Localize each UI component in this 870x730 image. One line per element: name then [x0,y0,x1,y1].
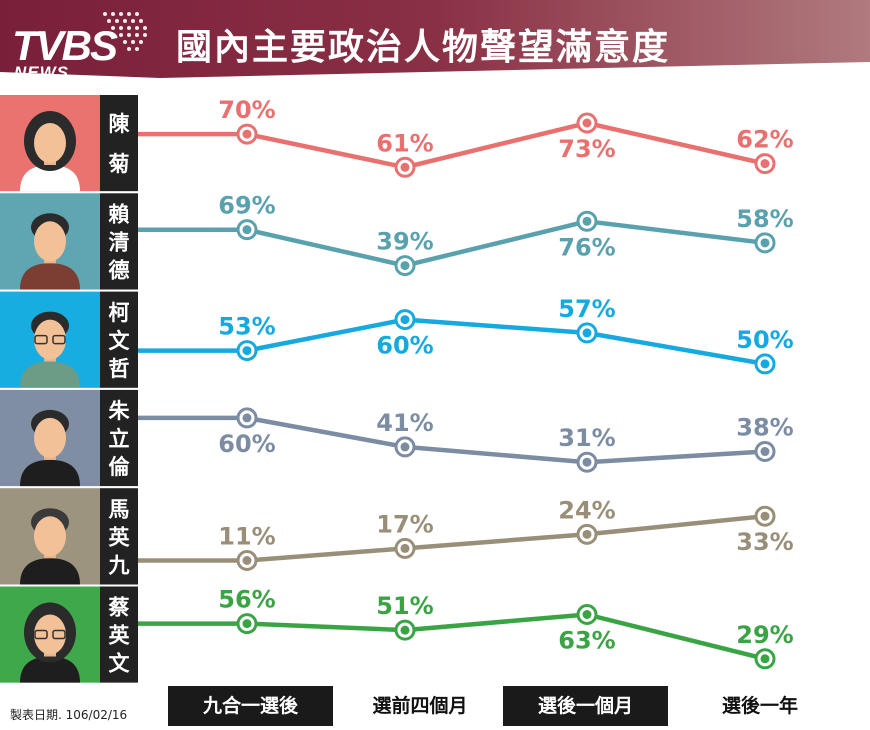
avatar-glasses-icon-6b [52,629,66,640]
data-label-2-4: 58% [736,205,793,233]
data-point-core-4-3 [582,457,592,467]
x-tick-2: 選前四個月 [372,695,468,717]
avatar-face-icon-4 [34,417,66,458]
data-point-core-1-3 [582,118,592,128]
avatar-glasses-icon-6 [34,629,48,640]
series-name-2: 賴清德 [109,202,130,282]
data-label-1-1: 70% [218,96,275,124]
data-point-core-5-3 [582,529,592,539]
avatar-body-icon-6 [20,656,80,683]
name-strip-2 [100,193,138,290]
data-label-6-4: 29% [736,621,793,649]
avatar-face-icon-3 [34,319,66,360]
data-point-core-3-2 [400,315,410,325]
logo-news: NEWS [14,63,69,82]
data-label-6-1: 56% [218,586,275,614]
series-line-1 [138,120,766,170]
series-name-5: 馬英九 [108,497,131,577]
x-tick-3: 選後一個月 [503,686,668,726]
data-point-core-3-3 [582,328,592,338]
footer-date-value: 106/02/16 [65,708,128,722]
data-label-2-1: 69% [218,192,275,220]
avatar-body-icon-1 [20,165,80,192]
data-label-4-2: 41% [376,409,433,437]
data-label-4-4: 38% [736,414,793,442]
footer-date-label: 製表日期. [10,708,62,722]
avatar-body-icon-5 [20,558,80,585]
avatar-face-icon-2 [34,221,66,262]
series-name-3: 柯文哲 [109,301,131,381]
name-strip-5 [100,488,138,585]
header: TVBS NEWS 國內主要政治人物聲望滿意度 [0,0,870,95]
name-strip-4 [100,389,138,487]
data-label-2-2: 39% [376,228,433,256]
data-label-6-3: 63% [558,627,615,655]
data-point-core-4-2 [400,442,410,452]
series-name-1: 陳菊 [109,112,131,176]
data-point-core-6-1 [242,619,252,629]
data-label-1-3: 73% [558,135,615,163]
data-label-3-3: 57% [558,295,615,323]
data-label-3-4: 50% [736,326,793,354]
avatar-body-icon-2 [20,263,80,290]
data-label-3-1: 53% [218,313,275,341]
data-label-6-2: 51% [376,592,433,620]
data-label-5-4: 33% [736,528,793,556]
data-point-core-1-4 [760,159,770,169]
data-point-core-6-2 [400,625,410,635]
data-label-5-1: 11% [218,523,275,551]
data-point-core-5-4 [760,511,770,521]
data-point-core-2-4 [760,238,770,248]
data-label-1-4: 62% [736,126,793,154]
avatar-face-icon-5 [34,516,66,557]
avatar-glasses-icon-3 [34,334,48,345]
footer-date: 製表日期. 106/02/16 [10,706,127,723]
avatar-face-icon-1 [34,123,66,163]
logo-tvbs: TVBS [12,22,118,69]
header-banner [0,0,870,95]
data-point-core-1-2 [400,162,410,172]
avatar-body-icon-4 [20,459,80,487]
data-label-4-3: 31% [558,424,615,452]
data-label-5-3: 24% [558,496,615,524]
data-label-4-1: 60% [218,430,275,458]
data-label-3-2: 60% [376,332,433,360]
name-strip-6 [100,586,138,683]
series-line-2 [138,219,766,268]
data-point-core-4-1 [242,413,252,423]
series-name-4: 朱立倫 [109,399,131,479]
data-label-1-2: 61% [376,129,433,157]
data-point-core-6-4 [760,654,770,664]
data-label-2-3: 76% [558,233,615,261]
avatar-body-icon-3 [20,361,80,388]
name-strip-3 [100,291,138,388]
data-point-core-2-1 [242,225,252,235]
x-tick-4: 選後一年 [721,695,798,717]
name-strip-1 [100,95,138,192]
data-point-core-1-1 [242,129,252,139]
avatar-face-icon-6 [34,614,66,655]
data-point-core-5-1 [242,556,252,565]
data-point-core-2-2 [400,261,410,271]
series-name-6: 蔡英文 [109,596,131,676]
x-tick-1: 九合一選後 [168,686,333,726]
data-point-core-3-4 [760,359,770,369]
data-point-core-3-1 [242,346,252,356]
data-label-5-2: 17% [376,510,433,538]
series-line-6 [138,612,766,661]
page-title: 國內主要政治人物聲望滿意度 [176,27,671,68]
data-point-core-6-3 [582,610,592,619]
avatar-glasses-icon-3b [52,334,66,345]
data-point-core-5-2 [400,543,410,553]
data-point-core-4-4 [760,447,770,457]
data-point-core-2-3 [582,216,592,226]
